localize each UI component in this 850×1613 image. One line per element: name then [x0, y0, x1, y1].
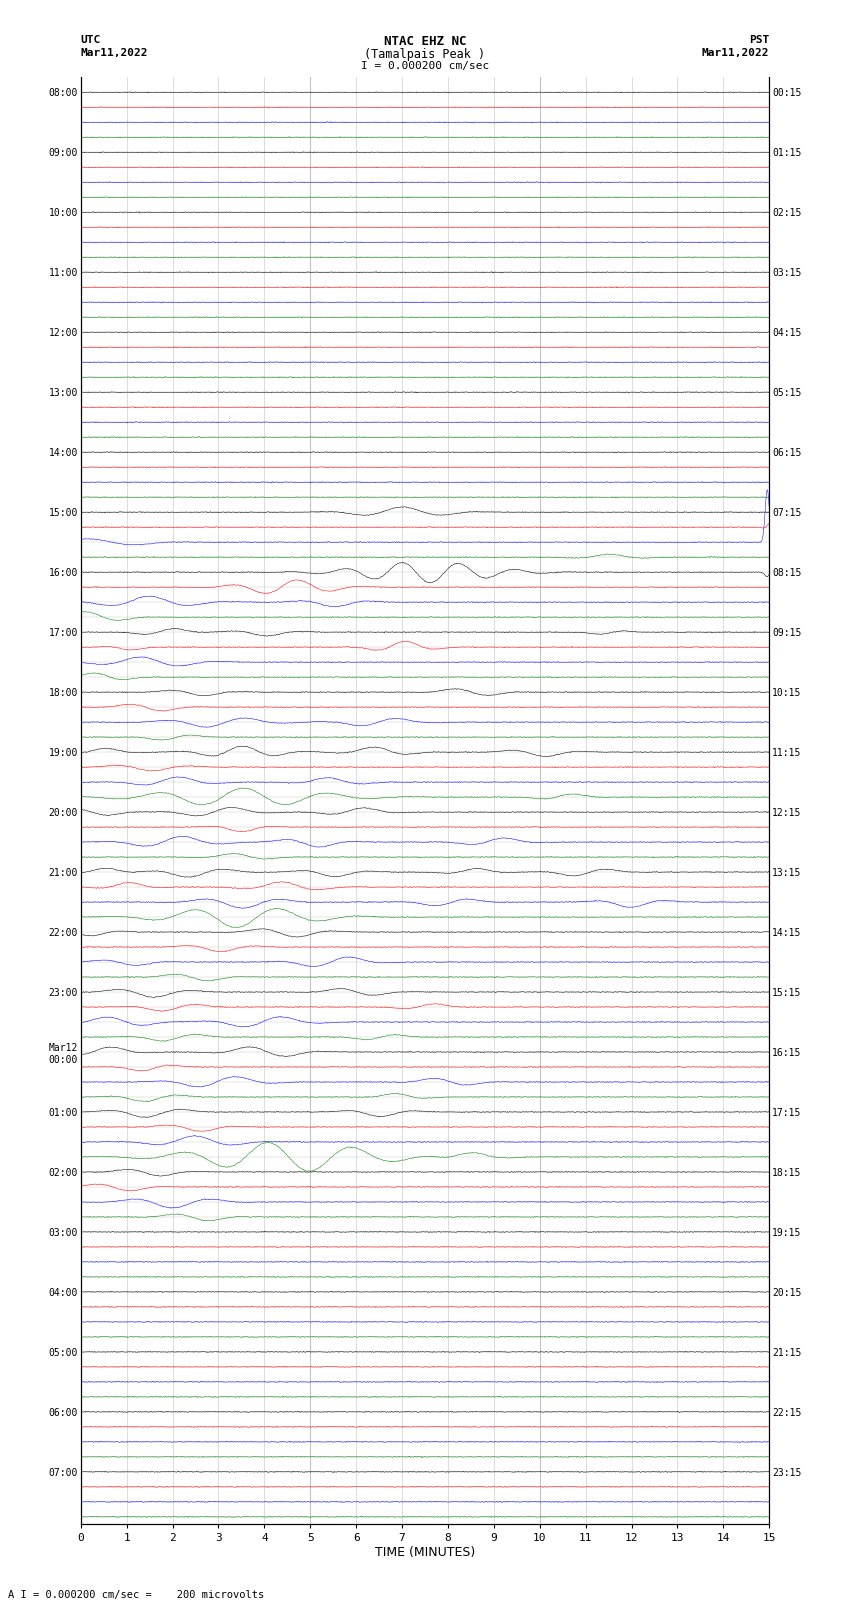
Text: PST: PST	[749, 35, 769, 45]
Text: (Tamalpais Peak ): (Tamalpais Peak )	[365, 48, 485, 61]
Text: NTAC EHZ NC: NTAC EHZ NC	[383, 35, 467, 48]
Text: Mar11,2022: Mar11,2022	[702, 48, 769, 58]
Text: A I = 0.000200 cm/sec =    200 microvolts: A I = 0.000200 cm/sec = 200 microvolts	[8, 1590, 264, 1600]
Text: Mar11,2022: Mar11,2022	[81, 48, 148, 58]
X-axis label: TIME (MINUTES): TIME (MINUTES)	[375, 1547, 475, 1560]
Text: I = 0.000200 cm/sec: I = 0.000200 cm/sec	[361, 61, 489, 71]
Text: UTC: UTC	[81, 35, 101, 45]
